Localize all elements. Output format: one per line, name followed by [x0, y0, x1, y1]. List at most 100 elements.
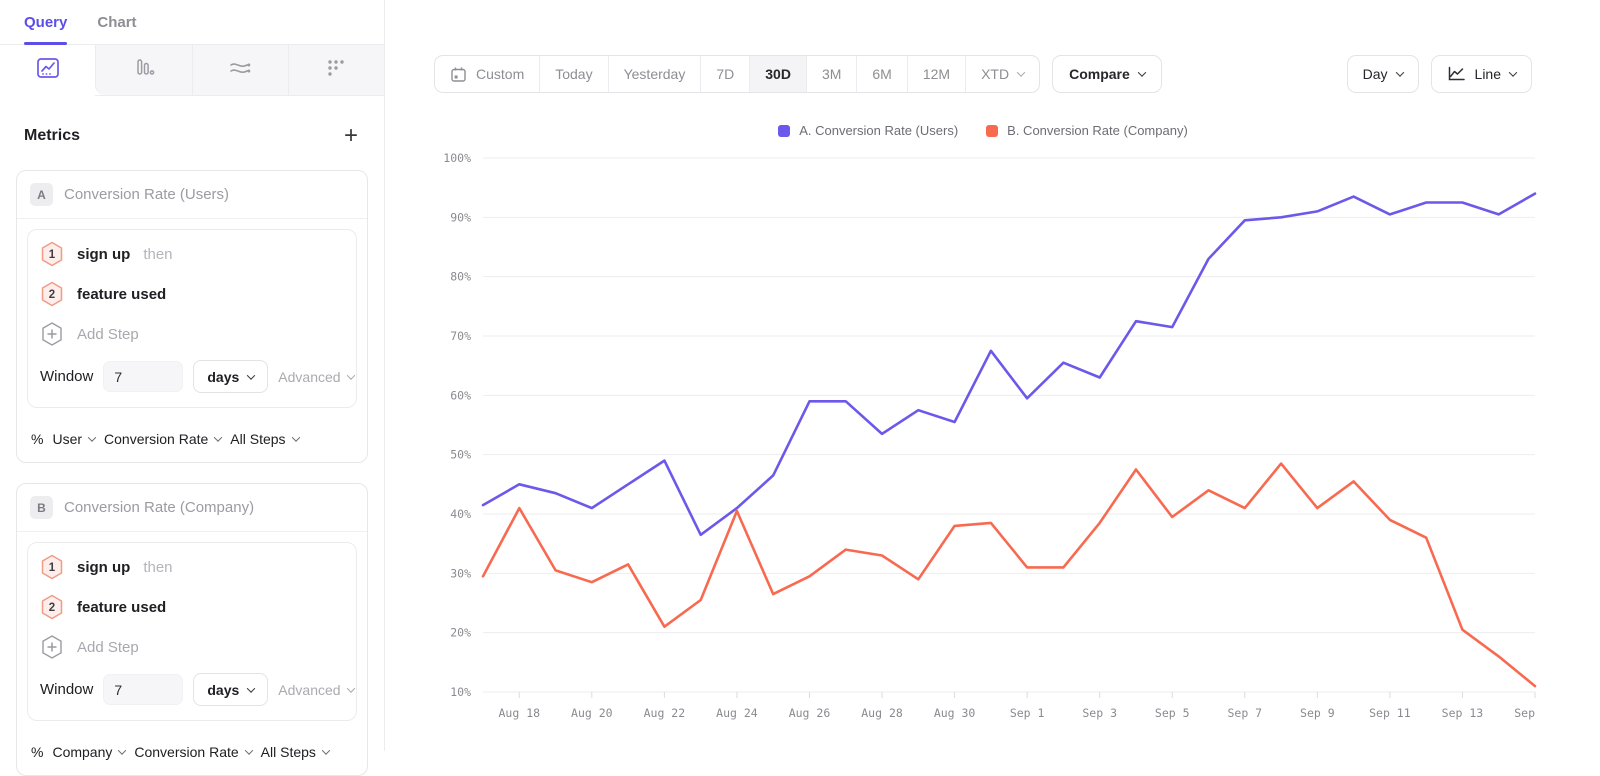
- svg-text:60%: 60%: [450, 388, 471, 402]
- query-sidebar: Query Chart: [0, 0, 385, 776]
- conversion-line-chart[interactable]: 10% 20% 30% 40% 50% 60% 70% 80% 90% 100% Aug 18 Aug…: [419, 140, 1555, 725]
- chevron-down-icon: [291, 433, 300, 442]
- range-30d-button[interactable]: 30D: [749, 56, 806, 92]
- legend-item-series-b[interactable]: B. Conversion Rate (Company): [986, 123, 1188, 138]
- svg-text:Aug 28: Aug 28: [861, 706, 903, 720]
- svg-text:Sep 11: Sep 11: [1369, 706, 1411, 720]
- metric-card-b: B Conversion Rate (Company) 1 sign up th…: [16, 483, 368, 776]
- measure-scope-dropdown[interactable]: All Steps: [261, 744, 331, 760]
- funnel-step[interactable]: 1 sign up then: [38, 547, 346, 587]
- measure-entity-dropdown[interactable]: Company: [52, 744, 127, 760]
- svg-text:10%: 10%: [450, 685, 471, 699]
- range-12m-button[interactable]: 12M: [906, 56, 965, 92]
- advanced-dropdown[interactable]: Advanced: [278, 369, 355, 385]
- date-range-picker: Custom Today Yesterday 7D 30D 3M 6M 12M …: [434, 55, 1041, 93]
- funnel-steps: 1 sign up then 2 feature used: [27, 542, 357, 721]
- step-connector: then: [143, 245, 173, 263]
- app-window: Query Chart: [0, 0, 1556, 776]
- measure-metric-dropdown[interactable]: Conversion Rate: [134, 744, 253, 760]
- chart-type-bar-button[interactable]: [95, 45, 192, 95]
- svg-text:Sep 15: Sep 15: [1514, 706, 1539, 720]
- step-number-hexagon: 1: [41, 241, 63, 267]
- svg-text:Aug 22: Aug 22: [644, 706, 686, 720]
- step-event-name: feature used: [77, 285, 167, 303]
- add-metric-button[interactable]: +: [343, 122, 358, 149]
- svg-text:Aug 30: Aug 30: [934, 706, 976, 720]
- chart-type-flow-button[interactable]: [191, 45, 288, 95]
- svg-text:Sep 3: Sep 3: [1082, 706, 1117, 720]
- percent-symbol: %: [31, 744, 44, 760]
- svg-text:Aug 24: Aug 24: [716, 706, 758, 720]
- svg-text:Sep 9: Sep 9: [1300, 706, 1335, 720]
- svg-text:30%: 30%: [450, 566, 471, 580]
- chart-style-dropdown[interactable]: Line: [1430, 55, 1532, 93]
- measure-scope-dropdown[interactable]: All Steps: [230, 431, 300, 447]
- chart-type-line-button[interactable]: [0, 45, 96, 96]
- svg-text:100%: 100%: [443, 151, 471, 165]
- range-3m-button[interactable]: 3M: [805, 56, 856, 92]
- svg-text:20%: 20%: [450, 626, 471, 640]
- funnel-steps: 1 sign up then 2 feature used: [27, 229, 357, 408]
- range-today-button[interactable]: Today: [539, 56, 607, 92]
- funnel-step[interactable]: 2 feature used: [38, 587, 346, 627]
- range-7d-button[interactable]: 7D: [700, 56, 749, 92]
- window-unit-select[interactable]: days: [193, 673, 269, 706]
- range-yesterday-button[interactable]: Yesterday: [607, 56, 701, 92]
- tab-query[interactable]: Query: [24, 0, 68, 45]
- metrics-section-title: Metrics: [24, 127, 81, 144]
- chevron-down-icon: [247, 683, 256, 693]
- measure-metric-dropdown[interactable]: Conversion Rate: [104, 431, 223, 447]
- funnel-step[interactable]: 1 sign up then: [38, 234, 346, 274]
- range-custom-button[interactable]: Custom: [435, 56, 539, 92]
- svg-text:Aug 20: Aug 20: [571, 706, 613, 720]
- advanced-dropdown[interactable]: Advanced: [278, 682, 355, 698]
- compare-dropdown[interactable]: Compare: [1052, 55, 1162, 93]
- funnel-step[interactable]: 2 feature used: [38, 274, 346, 314]
- chevron-down-icon: [1395, 68, 1404, 77]
- metric-badge: A: [30, 183, 53, 206]
- metric-title[interactable]: Conversion Rate (Users): [64, 186, 230, 203]
- svg-text:70%: 70%: [450, 329, 471, 343]
- measured-as-row: % User Conversion Rate All Steps: [17, 418, 367, 462]
- svg-text:80%: 80%: [450, 270, 471, 284]
- range-xtd-dropdown[interactable]: XTD: [965, 56, 1039, 92]
- dot-grid-icon: [326, 58, 346, 83]
- step-event-name: feature used: [77, 598, 167, 616]
- chart-toolbar: Custom Today Yesterday 7D 30D 3M 6M 12M …: [434, 55, 1532, 93]
- add-step-label: Add Step: [77, 638, 139, 656]
- metric-title[interactable]: Conversion Rate (Company): [64, 499, 255, 516]
- chevron-down-icon: [1508, 68, 1518, 77]
- metric-card-a: A Conversion Rate (Users) 1 sign up then…: [16, 170, 368, 463]
- bar-chart-icon: [133, 58, 155, 83]
- svg-text:Sep 1: Sep 1: [1010, 706, 1045, 720]
- step-event-name: sign up: [77, 245, 131, 263]
- svg-text:1: 1: [49, 562, 56, 574]
- chart-type-switcher: [0, 45, 384, 96]
- add-step-hexagon-plus-icon: [42, 322, 62, 346]
- svg-text:1: 1: [49, 249, 56, 261]
- chevron-down-icon: [1016, 68, 1026, 77]
- measured-as-row: % Company Conversion Rate All Steps: [17, 731, 367, 775]
- tab-chart[interactable]: Chart: [97, 13, 137, 31]
- chevron-down-icon: [247, 370, 256, 380]
- window-value-input[interactable]: [103, 674, 184, 705]
- line-chart-icon: [36, 57, 60, 84]
- chevron-down-icon: [87, 433, 97, 442]
- granularity-dropdown[interactable]: Day: [1346, 55, 1419, 93]
- legend-item-series-a[interactable]: A. Conversion Rate (Users): [778, 123, 958, 138]
- chart-type-segmentation-button[interactable]: [287, 45, 384, 95]
- add-step-button[interactable]: Add Step: [38, 314, 346, 354]
- window-unit-select[interactable]: days: [193, 360, 269, 393]
- add-step-label: Add Step: [77, 325, 139, 343]
- series-a-swatch: [778, 124, 791, 137]
- line-chart-icon: [1448, 66, 1465, 81]
- range-6m-button[interactable]: 6M: [856, 56, 906, 92]
- svg-text:2: 2: [49, 602, 55, 614]
- measure-entity-dropdown[interactable]: User: [52, 431, 97, 447]
- chevron-down-icon: [1137, 68, 1147, 77]
- percent-symbol: %: [31, 431, 44, 447]
- add-step-button[interactable]: Add Step: [38, 627, 346, 667]
- svg-text:Aug 18: Aug 18: [499, 706, 541, 720]
- window-value-input[interactable]: [103, 361, 184, 392]
- window-label: Window: [40, 368, 94, 385]
